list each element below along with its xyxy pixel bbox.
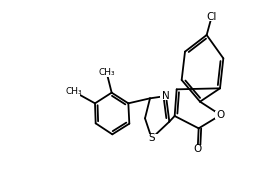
Text: O: O xyxy=(193,144,202,154)
Text: S: S xyxy=(148,133,155,143)
Text: CH₃: CH₃ xyxy=(66,87,82,96)
Bar xyxy=(146,134,158,142)
Bar xyxy=(206,13,218,21)
Bar xyxy=(101,69,113,77)
Text: CH₃: CH₃ xyxy=(98,68,115,77)
Bar xyxy=(160,92,172,100)
Bar xyxy=(215,111,227,119)
Text: Cl: Cl xyxy=(206,12,217,22)
Text: O: O xyxy=(217,110,225,120)
Text: N: N xyxy=(162,91,170,101)
Bar xyxy=(68,88,80,96)
Bar xyxy=(192,145,204,153)
